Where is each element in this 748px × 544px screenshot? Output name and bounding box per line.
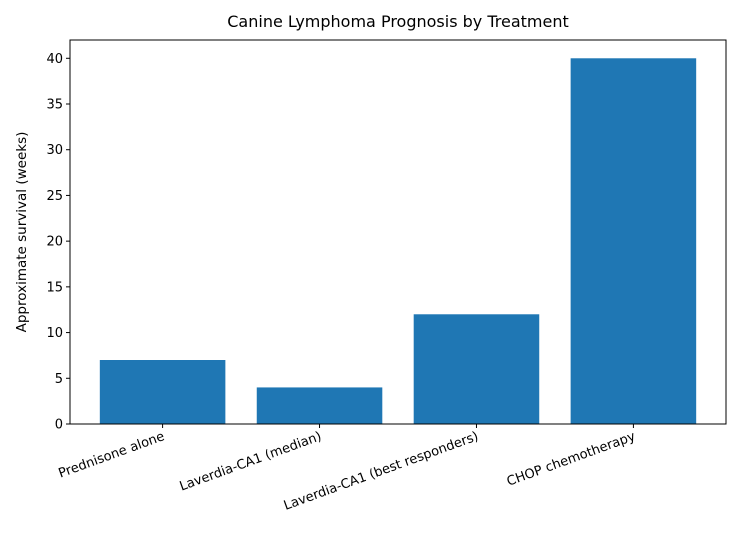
y-tick-label: 20 xyxy=(46,235,63,250)
x-tick-label: Laverdia-CA1 (median) xyxy=(178,429,324,494)
y-tick-label: 35 xyxy=(46,98,63,113)
bar xyxy=(570,58,697,425)
y-tick-label: 25 xyxy=(46,189,63,204)
y-tick-label: 10 xyxy=(46,326,63,341)
y-tick-label: 15 xyxy=(46,280,63,295)
y-axis-label: Approximate survival (weeks) xyxy=(14,132,30,333)
y-tick-label: 40 xyxy=(46,52,63,67)
y-tick-label: 5 xyxy=(55,372,63,387)
x-tick-label: Prednisone alone xyxy=(57,429,167,481)
x-tick-label: CHOP chemotherapy xyxy=(505,429,638,490)
plot-frame xyxy=(69,39,727,425)
y-tick-label: 0 xyxy=(55,418,63,433)
bar xyxy=(256,387,383,424)
chart-title: Canine Lymphoma Prognosis by Treatment xyxy=(227,12,569,31)
bar xyxy=(99,360,226,424)
bar xyxy=(413,314,540,424)
y-tick-label: 30 xyxy=(46,143,63,158)
